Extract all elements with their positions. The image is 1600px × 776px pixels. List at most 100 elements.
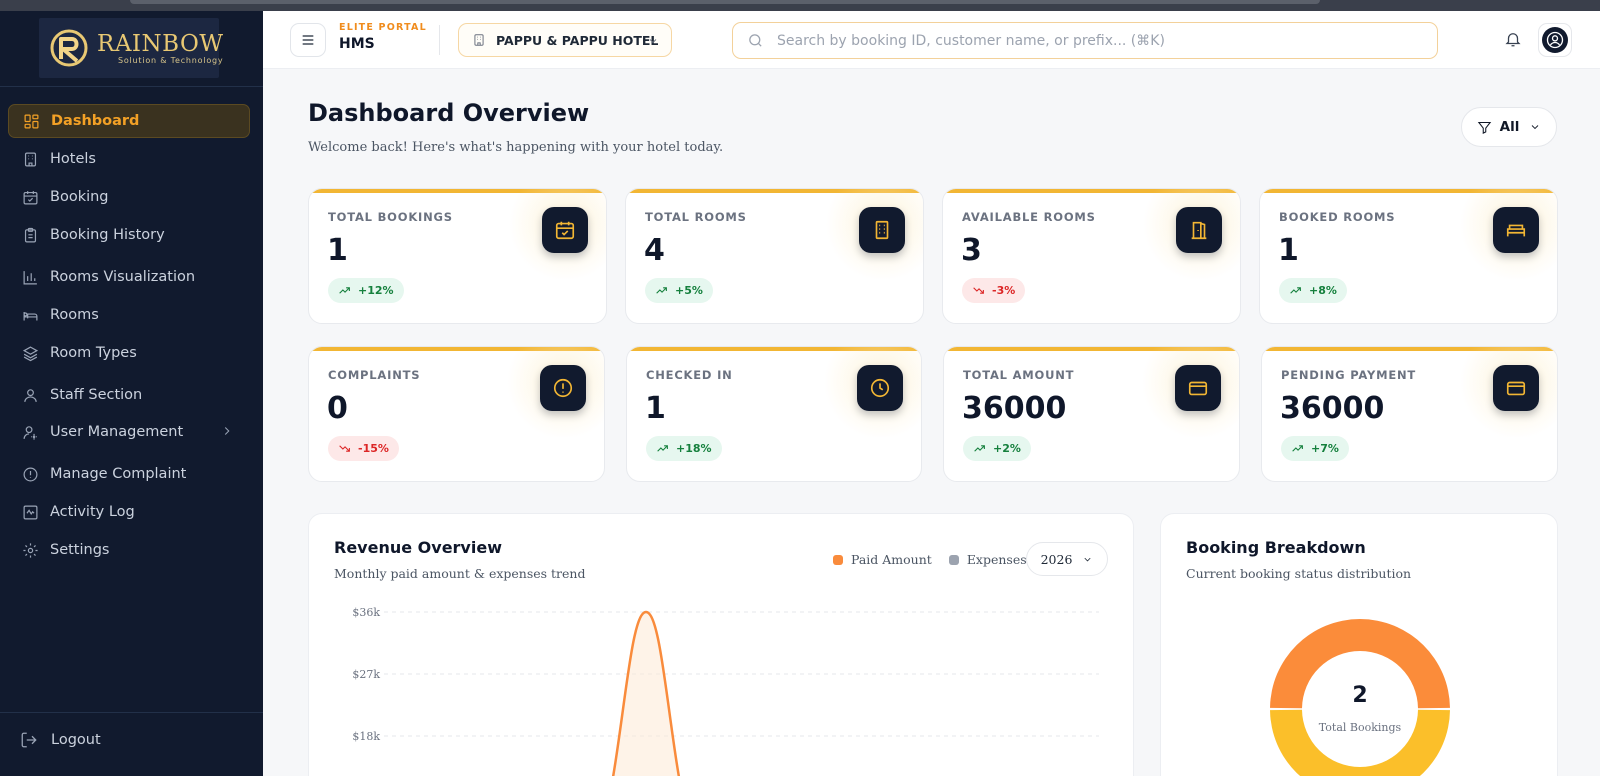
- user-avatar-button[interactable]: [1538, 23, 1572, 57]
- sidebar-item-label: Rooms Visualization: [50, 269, 196, 285]
- stat-value: 1: [327, 233, 348, 268]
- y-tick-label: $27k: [352, 668, 380, 681]
- portal-label: ELITE PORTAL HMS: [339, 22, 427, 52]
- layers-icon: [21, 344, 39, 362]
- stat-card-total-rooms[interactable]: TOTAL ROOMS 4 +5%: [625, 188, 924, 324]
- sidebar-item-rooms-visualization[interactable]: Rooms Visualization: [8, 260, 250, 294]
- stat-card-booked-rooms[interactable]: BOOKED ROOMS 1 +8%: [1259, 188, 1558, 324]
- sidebar-item-hotels[interactable]: Hotels: [8, 142, 250, 176]
- building-icon: [21, 150, 39, 168]
- search-box[interactable]: [732, 22, 1438, 59]
- stat-label: COMPLAINTS: [328, 368, 421, 382]
- trend-up-icon: [1290, 287, 1301, 294]
- sidebar-item-label: Settings: [50, 542, 110, 558]
- logout-icon: [21, 732, 37, 748]
- header-divider: [439, 25, 440, 55]
- sidebar-item-label: Hotels: [50, 151, 96, 167]
- trend-value: +18%: [676, 442, 712, 455]
- trend-badge: +18%: [646, 436, 722, 461]
- sidebar-item-staff-section[interactable]: Staff Section: [8, 378, 250, 412]
- sidebar-item-room-types[interactable]: Room Types: [8, 336, 250, 370]
- credit-card-icon: [1188, 381, 1208, 396]
- sidebar-divider: [0, 712, 263, 713]
- year-select[interactable]: 2026: [1026, 542, 1108, 576]
- filter-button[interactable]: All: [1461, 107, 1557, 147]
- calendar-check-icon: [555, 221, 575, 240]
- clock-icon: [870, 378, 890, 398]
- sidebar-item-rooms[interactable]: Rooms: [8, 298, 250, 332]
- menu-toggle-button[interactable]: [290, 23, 326, 57]
- filter-label: All: [1499, 119, 1520, 135]
- legend-swatch: [948, 554, 959, 565]
- paid-amount-line: [611, 610, 681, 776]
- notifications-button[interactable]: [1504, 30, 1524, 50]
- search-icon: [749, 34, 762, 47]
- trend-badge: -15%: [328, 436, 399, 461]
- sidebar-item-label: Rooms: [50, 307, 99, 323]
- sidebar-item-user-management[interactable]: User Management: [8, 415, 250, 449]
- sidebar-item-label: Activity Log: [50, 504, 135, 520]
- sidebar-item-label: Room Types: [50, 345, 137, 361]
- alert-circle-icon: [21, 465, 39, 483]
- hotel-select-value: PAPPU & PAPPU HOTEL: [496, 32, 659, 48]
- search-input[interactable]: [777, 32, 1377, 49]
- brand-logo[interactable]: RAINBOW Solution & Technology: [39, 18, 223, 78]
- trend-value: +12%: [358, 284, 394, 297]
- stat-icon-box: [542, 207, 588, 253]
- donut-slice[interactable]: [1270, 709, 1450, 776]
- hotel-select[interactable]: PAPPU & PAPPU HOTEL: [458, 23, 672, 57]
- credit-card-icon: [1506, 381, 1526, 396]
- stat-icon-box: [1493, 365, 1539, 411]
- sidebar-item-label: Dashboard: [51, 113, 140, 129]
- stat-value: 1: [1278, 233, 1299, 268]
- legend-item-expenses[interactable]: Expenses: [948, 552, 1027, 567]
- sidebar-item-settings[interactable]: Settings: [8, 533, 250, 567]
- trend-up-icon: [339, 287, 350, 294]
- stat-label: TOTAL BOOKINGS: [328, 210, 453, 224]
- booking-breakdown-panel: Booking Breakdown Current booking status…: [1160, 513, 1558, 776]
- sidebar-item-manage-complaint[interactable]: Manage Complaint: [8, 457, 250, 491]
- trend-up-icon: [974, 445, 985, 452]
- trend-up-icon: [656, 287, 667, 294]
- sidebar-item-label: Staff Section: [50, 387, 143, 403]
- stat-card-available-rooms[interactable]: AVAILABLE ROOMS 3 -3%: [942, 188, 1241, 324]
- sidebar-item-label: Booking History: [50, 227, 165, 243]
- logout-button[interactable]: Logout: [20, 731, 101, 749]
- bed-icon: [21, 306, 39, 324]
- donut-slice[interactable]: [1270, 618, 1450, 709]
- brand-name: RAINBOW: [97, 30, 224, 57]
- stat-card-complaints[interactable]: COMPLAINTS 0 -15%: [308, 346, 605, 482]
- sidebar-item-booking-history[interactable]: Booking History: [8, 218, 250, 252]
- stat-label: TOTAL AMOUNT: [963, 368, 1075, 382]
- stat-card-total-bookings[interactable]: TOTAL BOOKINGS 1 +12%: [308, 188, 607, 324]
- trend-value: -3%: [992, 284, 1016, 297]
- bar-chart-icon: [21, 268, 39, 286]
- stat-card-total-amount[interactable]: TOTAL AMOUNT 36000 +2%: [943, 346, 1240, 482]
- activity-icon: [21, 503, 39, 521]
- legend-swatch: [833, 554, 843, 565]
- chevron-down-icon: [649, 39, 657, 44]
- legend-item-paid-amount[interactable]: Paid Amount: [833, 552, 932, 567]
- stat-card-pending-payment[interactable]: PENDING PAYMENT 36000 +7%: [1261, 346, 1558, 482]
- stat-card-checked-in[interactable]: CHECKED IN 1 +18%: [626, 346, 922, 482]
- trend-up-icon: [657, 445, 668, 452]
- panel-title: Booking Breakdown: [1186, 538, 1366, 557]
- chart-legend: Paid Amount Expenses: [833, 552, 1044, 567]
- paid-amount-area: [613, 612, 679, 776]
- trend-badge: +7%: [1281, 436, 1349, 461]
- stat-value: 3: [961, 233, 982, 268]
- user-circle-icon: [1546, 31, 1564, 49]
- bed-icon: [1506, 224, 1526, 237]
- app-name: HMS: [339, 36, 375, 52]
- logo-mark-icon: [47, 25, 93, 71]
- trend-value: +7%: [1311, 442, 1339, 455]
- browser-tab-bar: [130, 0, 1320, 4]
- sidebar-item-booking[interactable]: Booking: [8, 180, 250, 214]
- donut-total-value: 2: [1352, 683, 1368, 708]
- trend-down-icon: [973, 287, 984, 294]
- sidebar-item-dashboard[interactable]: Dashboard: [8, 104, 250, 138]
- trend-value: +5%: [675, 284, 703, 297]
- legend-label: Expenses: [966, 552, 1027, 567]
- stat-label: AVAILABLE ROOMS: [962, 210, 1096, 224]
- sidebar-item-activity-log[interactable]: Activity Log: [8, 495, 250, 529]
